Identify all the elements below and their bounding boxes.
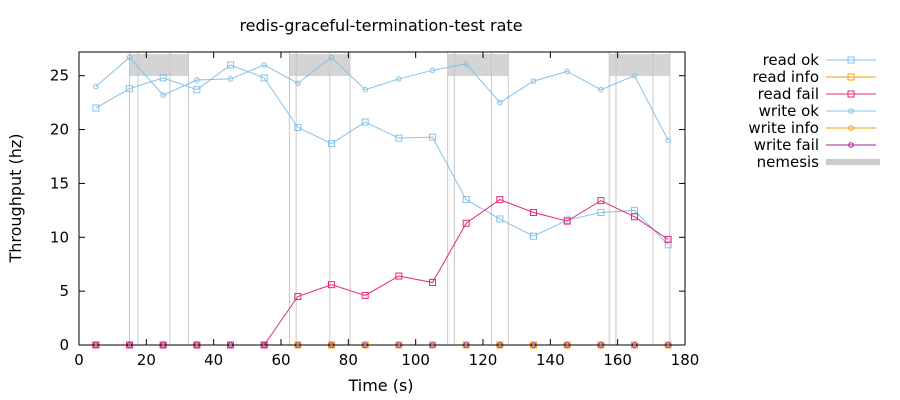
data-point xyxy=(227,61,234,69)
data-point xyxy=(462,219,470,227)
legend-marker xyxy=(848,125,854,131)
data-point xyxy=(496,215,504,223)
data-point xyxy=(261,62,267,68)
legend-label-read-ok: read ok xyxy=(763,51,820,69)
data-point xyxy=(664,241,672,249)
data-point xyxy=(664,235,672,243)
y-axis: 0 5 10 15 20 25 xyxy=(50,67,685,354)
data-point xyxy=(564,68,570,75)
data-point xyxy=(497,99,503,106)
data-point xyxy=(160,92,166,98)
data-point xyxy=(597,209,605,217)
legend-label-write-ok: write ok xyxy=(759,102,820,120)
x-tick-label: 160 xyxy=(603,351,632,369)
chart-title: redis-graceful-termination-test rate xyxy=(239,16,522,35)
nemesis-layer xyxy=(129,52,671,345)
data-point xyxy=(126,54,133,61)
data-point xyxy=(92,104,100,112)
data-point xyxy=(328,281,335,289)
legend-label-write-fail: write fail xyxy=(754,136,819,154)
x-tick-label: 100 xyxy=(401,351,430,369)
data-point xyxy=(328,54,335,61)
data-point xyxy=(126,85,133,93)
data-point xyxy=(597,197,605,205)
y-tick-label: 5 xyxy=(59,282,69,300)
data-point xyxy=(429,67,436,74)
x-tick-label: 60 xyxy=(271,351,290,369)
nemesis-interval xyxy=(129,54,189,76)
data-point xyxy=(193,86,201,94)
series-line-write-ok xyxy=(95,56,669,141)
data-point xyxy=(395,272,403,280)
x-axis-label: Time (s) xyxy=(347,376,413,395)
x-axis: 0 20 40 60 80 100 120 140 160 180 xyxy=(74,52,699,369)
series-read-fail xyxy=(92,196,672,349)
nemesis-interval xyxy=(289,54,351,76)
data-point xyxy=(227,76,234,82)
data-point xyxy=(93,83,99,90)
series-line-read-fail xyxy=(95,199,669,346)
x-tick-label: 180 xyxy=(671,351,700,369)
x-tick-label: 120 xyxy=(469,351,498,369)
data-point xyxy=(294,123,302,131)
data-point xyxy=(563,217,571,225)
legend-label-read-info: read info xyxy=(752,68,819,86)
y-tick-label: 15 xyxy=(50,174,69,192)
y-tick-label: 25 xyxy=(50,67,69,85)
data-point xyxy=(462,196,470,204)
legend-label-write-info: write info xyxy=(748,119,819,137)
series-line-read-ok xyxy=(95,64,669,246)
data-point xyxy=(598,86,604,93)
legend-label-nemesis: nemesis xyxy=(757,153,820,171)
data-point xyxy=(294,293,302,301)
legend-marker xyxy=(847,73,855,81)
data-point xyxy=(496,196,504,204)
series-layer xyxy=(92,54,672,349)
data-point xyxy=(295,80,301,87)
data-point xyxy=(665,137,671,144)
data-point xyxy=(396,76,402,82)
plot-frame xyxy=(78,51,686,346)
data-point xyxy=(530,78,537,84)
legend-marker xyxy=(848,142,854,148)
data-point xyxy=(530,232,537,240)
nemesis-interval xyxy=(447,54,509,76)
data-point xyxy=(260,74,268,82)
data-point xyxy=(194,77,200,83)
x-tick-label: 140 xyxy=(536,351,565,369)
data-point xyxy=(530,209,537,217)
series-write-ok xyxy=(93,54,671,144)
data-point xyxy=(429,279,436,287)
data-point xyxy=(361,291,369,299)
data-point xyxy=(328,140,335,148)
data-point xyxy=(159,74,167,82)
legend-marker xyxy=(847,90,855,98)
x-tick-label: 40 xyxy=(204,351,223,369)
legend-marker xyxy=(848,108,854,114)
legend-marker xyxy=(847,56,855,64)
data-point xyxy=(631,72,638,79)
x-tick-label: 80 xyxy=(339,351,358,369)
data-point xyxy=(463,61,469,67)
x-tick-label: 20 xyxy=(137,351,156,369)
legend-label-read-fail: read fail xyxy=(758,85,819,103)
data-point xyxy=(429,133,436,141)
x-tick-label: 0 xyxy=(74,351,84,369)
y-tick-label: 20 xyxy=(50,121,69,139)
y-tick-label: 0 xyxy=(59,336,69,354)
data-point xyxy=(631,213,638,221)
data-point xyxy=(361,118,369,126)
nemesis-interval xyxy=(609,54,670,76)
series-read-ok xyxy=(92,61,672,249)
y-axis-label: Throughput (hz) xyxy=(6,133,25,263)
data-point xyxy=(395,134,403,142)
y-tick-label: 10 xyxy=(50,228,69,246)
data-point xyxy=(362,86,368,93)
